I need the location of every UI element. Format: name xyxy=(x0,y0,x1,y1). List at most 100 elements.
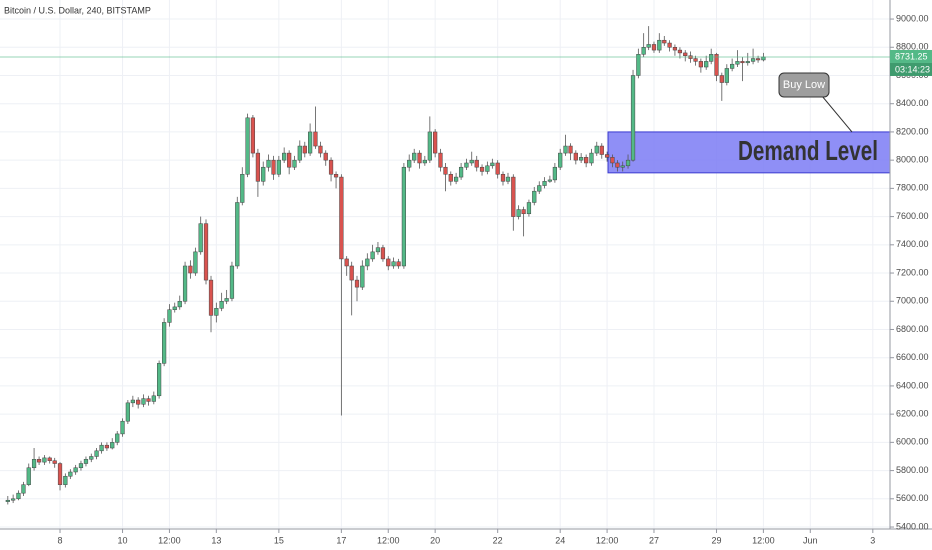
axes: 5400.00 5600.00 5800.00 6000.00 6200.00 6400.… xyxy=(0,13,932,545)
candle-body xyxy=(354,279,360,288)
y-tick-label: 6800.00 xyxy=(896,324,929,334)
candle-body xyxy=(521,209,526,215)
demand-zone-label: Demand Level xyxy=(738,135,878,166)
candle-body xyxy=(282,152,287,161)
candle-body xyxy=(297,145,302,161)
x-tick-label: Jun xyxy=(803,535,818,545)
candle-body xyxy=(266,159,271,168)
candle-body xyxy=(537,185,542,192)
candle-body xyxy=(422,159,427,164)
candle-body xyxy=(427,131,432,161)
y-tick-label: 7600.00 xyxy=(896,211,929,221)
y-tick-label: 6200.00 xyxy=(896,409,929,419)
x-tick-label: 13 xyxy=(211,535,221,545)
candle-body xyxy=(599,145,604,155)
candle-body xyxy=(495,162,500,175)
candle-body xyxy=(448,174,453,182)
candle-body xyxy=(407,159,412,168)
y-tick-label: 5800.00 xyxy=(896,465,929,475)
candle-body xyxy=(167,309,172,323)
candle-body xyxy=(360,265,365,288)
candle-body xyxy=(307,131,313,154)
y-tick-label: 8400.00 xyxy=(896,98,929,108)
candle-body xyxy=(89,456,94,460)
candle-body xyxy=(292,159,297,168)
callout-box xyxy=(778,72,830,98)
candle-body xyxy=(547,179,552,182)
candle-body xyxy=(146,398,151,402)
candle-body xyxy=(208,279,214,316)
candle-body xyxy=(677,49,683,54)
candle-body xyxy=(625,159,631,167)
demand-zone xyxy=(607,131,891,174)
candle-body xyxy=(532,190,537,203)
x-tick-label: 15 xyxy=(274,535,284,545)
candle-body xyxy=(730,63,735,69)
y-tick-label: 6600.00 xyxy=(896,352,929,362)
candle-body xyxy=(261,166,266,182)
candle-body xyxy=(755,58,761,61)
candle-body xyxy=(464,162,469,168)
candle-body xyxy=(188,265,193,274)
y-tick-label: 6400.00 xyxy=(896,380,929,390)
candle-body xyxy=(157,363,162,397)
countdown-box xyxy=(890,62,932,76)
candle-body xyxy=(641,47,646,55)
candle-body xyxy=(224,298,229,302)
candle-body xyxy=(380,247,386,260)
candle-body xyxy=(438,152,443,168)
candle-body xyxy=(417,152,422,164)
x-tick-label: 12:00 xyxy=(596,535,619,545)
candle-body xyxy=(646,44,651,48)
candle-body xyxy=(761,56,766,61)
candle-body xyxy=(235,202,240,267)
candle-body xyxy=(412,152,417,161)
candle-body xyxy=(94,450,99,457)
y-tick-label: 8000.00 xyxy=(896,155,929,165)
candle-body xyxy=(271,159,276,175)
candle-body xyxy=(162,322,167,364)
candle-body xyxy=(172,306,177,310)
x-tick-label: 12:00 xyxy=(752,535,775,545)
candle-body xyxy=(151,395,156,402)
candle-body xyxy=(443,166,448,175)
y-tick-label: 7200.00 xyxy=(896,267,929,277)
candle-body xyxy=(636,54,641,76)
y-tick-label: 7800.00 xyxy=(896,183,929,193)
candle-body xyxy=(63,475,68,485)
x-tick-label: 20 xyxy=(430,535,440,545)
x-tick-label: 17 xyxy=(336,535,346,545)
candle-body xyxy=(120,420,125,435)
candle-body xyxy=(115,433,120,443)
candle-body xyxy=(615,162,620,168)
candle-body xyxy=(391,261,396,267)
candle-body xyxy=(47,457,52,461)
candle-body xyxy=(229,265,235,299)
candle-body xyxy=(182,265,188,302)
y-tick-label: 6000.00 xyxy=(896,437,929,447)
candle-body xyxy=(83,459,89,464)
candle-body xyxy=(479,166,485,172)
x-tick-label: 8 xyxy=(58,535,63,545)
grid xyxy=(0,0,890,529)
y-tick-label: 8200.00 xyxy=(896,126,929,136)
candles xyxy=(5,26,766,505)
y-tick-label: 8800.00 xyxy=(896,42,929,52)
demand-zone-layer: Demand Level xyxy=(607,131,891,174)
candle-body xyxy=(563,145,568,154)
candle-body xyxy=(276,159,281,175)
x-tick-label: 12:00 xyxy=(377,535,400,545)
candle-body xyxy=(68,471,73,477)
candle-body xyxy=(302,145,307,154)
y-tick-label: 5600.00 xyxy=(896,493,929,503)
candle-body xyxy=(214,308,219,316)
candle-body xyxy=(386,258,391,267)
candle-body xyxy=(516,209,521,217)
y-tick-label: 9000.00 xyxy=(896,13,929,23)
candle-body xyxy=(193,251,198,274)
candle-body xyxy=(21,484,26,494)
candle-body xyxy=(110,442,115,449)
callout-pointer xyxy=(821,95,853,133)
candle-body xyxy=(453,176,459,182)
candle-body xyxy=(136,399,141,405)
